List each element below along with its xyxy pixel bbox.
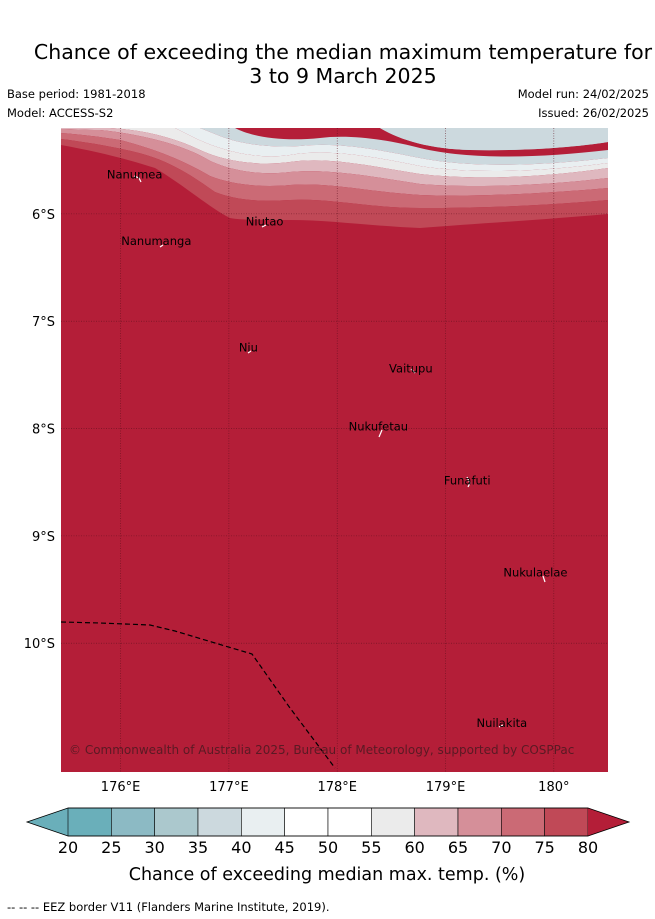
island-nanumea: [133, 175, 142, 183]
contour-band-45: [175, 128, 608, 172]
eez-footnote: -- -- -- EEZ border V11 (Flanders Marine…: [7, 900, 330, 914]
colorbar-cell: [501, 807, 545, 837]
model-run: Model run: 24/02/2025: [517, 87, 649, 101]
title-line-2: 3 to 9 March 2025: [249, 64, 437, 88]
issued-date: Issued: 26/02/2025: [538, 106, 649, 120]
contour-band-55: [110, 128, 608, 178]
island-niutao: [261, 224, 267, 228]
island-nukufetau: [378, 429, 383, 438]
map-background: [61, 128, 608, 772]
colorbar-cell: [111, 807, 155, 837]
colorbar-cell: [371, 807, 415, 837]
colorbar-level-label: 40: [231, 838, 251, 857]
colorbar-cell: [457, 807, 502, 837]
lat-tick-label: 8°S: [32, 423, 55, 438]
place-label: Funafuti: [444, 473, 491, 487]
contour-band-70: [61, 133, 608, 208]
lat-tick-label: 7°S: [32, 315, 55, 330]
island-vaitupu: [410, 368, 416, 374]
contour-band-65: [61, 129, 608, 196]
colorbar-low-extension: [27, 808, 68, 836]
islands: [133, 175, 546, 728]
colorbar-level-label: 75: [534, 838, 554, 857]
colorbar-cell: [544, 807, 589, 837]
lon-tick-label: 179°E: [426, 780, 466, 795]
place-label: Nanumea: [107, 167, 163, 181]
place-label: Niu: [239, 340, 258, 354]
colorbar-level-label: 60: [404, 838, 424, 857]
colorbar-level-label: 55: [361, 838, 381, 857]
place-label: Nukufetau: [349, 420, 408, 434]
colorbar-cell: [327, 807, 372, 837]
colorbar-level-label: 70: [491, 838, 511, 857]
colorbar-level-label: 65: [448, 838, 468, 857]
model-name: Model: ACCESS-S2: [7, 106, 114, 120]
lon-tick-label: 178°E: [317, 780, 357, 795]
colorbar: 20 25 30 35 40 45 50 55 60 65 70 75 80 Chance of exc…: [25, 807, 631, 885]
base-period: Base period: 1981-2018: [7, 87, 146, 101]
place-label: Nanumanga: [121, 234, 191, 248]
island-nanumanga: [159, 244, 164, 248]
chart-title: Chance of exceeding the median maximum t…: [0, 40, 655, 88]
place-label: Nuilakita: [476, 716, 527, 730]
eez-border: [61, 621, 336, 769]
contour-band-75: [61, 139, 608, 228]
colorbar-cell: [241, 807, 285, 837]
colorbar-cell: [197, 807, 242, 837]
title-line-1: Chance of exceeding the median maximum t…: [33, 40, 653, 64]
map-credit: © Commonwealth of Australia 2025, Bureau…: [69, 743, 574, 757]
place-label: Vaitupu: [389, 362, 433, 376]
lon-tick-label: 180°: [538, 780, 569, 795]
colorbar-cell: [414, 807, 459, 837]
colorbar-cell: [284, 807, 329, 837]
colorbar-level-label: 25: [101, 838, 121, 857]
contour-band-40: [200, 128, 608, 165]
colorbar-title: Chance of exceeding median max. temp. (%…: [129, 865, 526, 885]
lon-tick-label: 176°E: [101, 780, 141, 795]
island-funafuti: [466, 476, 471, 488]
colorbar-level-label: 45: [274, 838, 294, 857]
colorbar-cell: [154, 807, 199, 837]
place-label: Nukulaelae: [503, 566, 567, 580]
colorbar-cell: [67, 807, 112, 837]
colorbar-level-label: 50: [318, 838, 338, 857]
lat-tick-label: 6°S: [32, 208, 55, 223]
lat-tick-label: 9°S: [32, 530, 55, 545]
lat-tick-label: 10°S: [24, 637, 55, 652]
island-niu: [247, 350, 252, 354]
island-nukulaelae: [542, 575, 546, 583]
colorbar-level-label: 80: [578, 838, 598, 857]
forecast-map: Nanumea Nanumanga Niutao Niu Vaitupu Nukufeta…: [24, 128, 631, 885]
island-nuilakita: [498, 724, 504, 728]
lon-tick-label: 177°E: [209, 780, 249, 795]
contour-band-60: [61, 128, 608, 186]
colorbar-level-label: 20: [58, 838, 78, 857]
colorbar-level-label: 35: [188, 838, 208, 857]
colorbar-level-label: 30: [144, 838, 164, 857]
colorbar-high-extension: [588, 808, 629, 836]
place-label: Niutao: [246, 215, 284, 229]
